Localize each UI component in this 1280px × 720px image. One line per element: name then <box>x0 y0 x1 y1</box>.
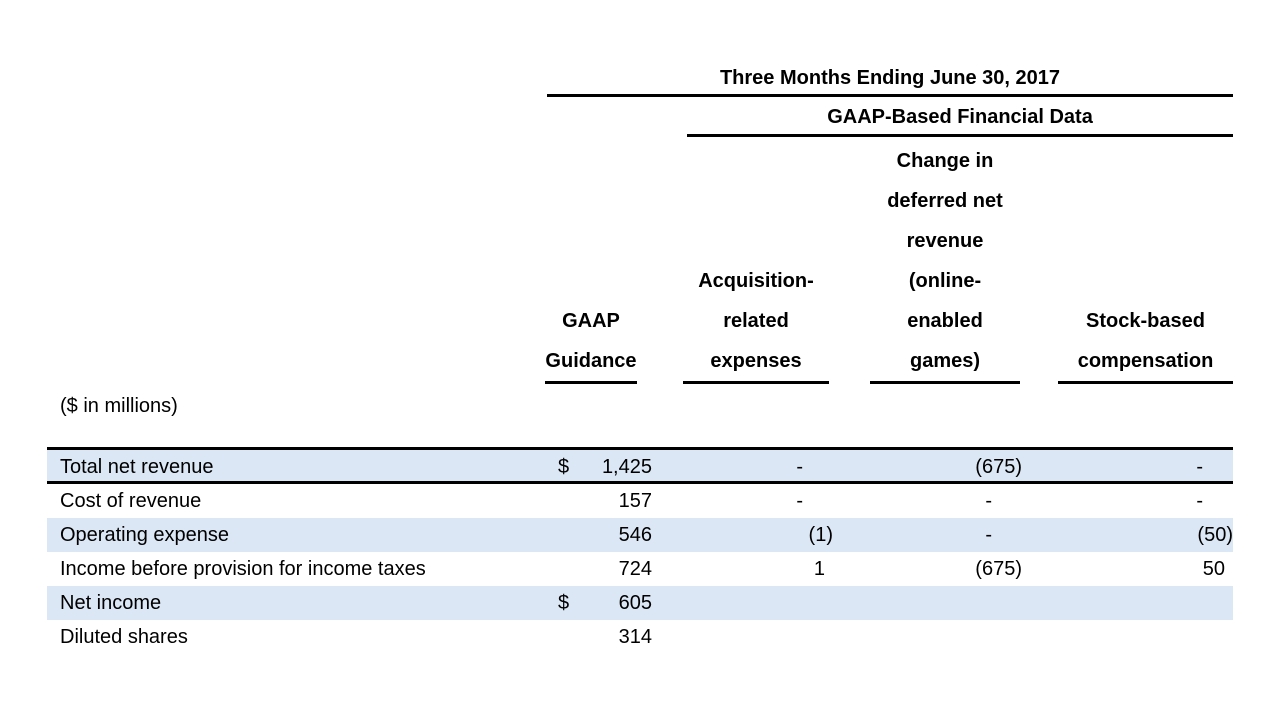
acquisition-expenses-value: 1 <box>813 558 825 580</box>
gaap-guidance-value: 314 <box>618 626 652 648</box>
stock-comp-value: 50 <box>1202 558 1225 580</box>
header-line: related <box>723 310 789 332</box>
acquisition-expenses-value: - <box>796 490 803 512</box>
header-line: deferred net <box>887 190 1003 212</box>
deferred-revenue-value: (675) <box>975 456 1022 478</box>
gaap-guidance-value: 1,425 <box>601 456 652 478</box>
column-header-gaap-guidance: GAAP Guidance <box>545 301 637 384</box>
row-label: Diluted shares <box>60 626 188 648</box>
row-label: Net income <box>60 592 162 614</box>
gaap-guidance-value: 724 <box>618 558 652 580</box>
group-title: GAAP-Based Financial Data <box>687 101 1233 137</box>
header-line: games) <box>909 350 981 372</box>
row-label: Total net revenue <box>60 456 214 478</box>
table-row-operating-expense: Operating expense 546 (1) - (50) <box>47 518 1233 552</box>
stock-comp-value: (50) <box>1197 524 1233 546</box>
row-label: Cost of revenue <box>60 490 202 512</box>
header-line: revenue <box>906 230 984 252</box>
financial-table: Total net revenue $ 1,425 - (675) - Cost… <box>47 447 1233 654</box>
acquisition-expenses-value: - <box>796 456 803 478</box>
header-line: compensation <box>1077 350 1214 372</box>
row-label: Operating expense <box>60 524 230 546</box>
row-label: Income before provision for income taxes <box>60 558 426 580</box>
gaap-guidance-value: 157 <box>618 490 652 512</box>
header-line: Acquisition- <box>698 270 814 292</box>
deferred-revenue-value: - <box>985 490 992 512</box>
gaap-guidance-value: 605 <box>618 592 652 614</box>
table-row-cost-of-revenue: Cost of revenue 157 - - - <box>47 484 1233 518</box>
period-title: Three Months Ending June 30, 2017 <box>547 62 1233 97</box>
acquisition-expenses-value: (1) <box>808 524 833 546</box>
deferred-revenue-value: (675) <box>975 558 1022 580</box>
currency-symbol: $ <box>558 456 570 478</box>
header-line: expenses <box>710 350 802 372</box>
deferred-revenue-value: - <box>985 524 992 546</box>
header-line: Guidance <box>545 350 637 372</box>
header-line: Stock-based <box>1086 310 1205 332</box>
header-line: enabled <box>907 310 983 332</box>
table-row-diluted-shares: Diluted shares 314 <box>47 620 1233 654</box>
column-header-acquisition-expenses: Acquisition- related expenses <box>683 261 829 384</box>
currency-symbol: $ <box>558 592 570 614</box>
table-body: Total net revenue $ 1,425 - (675) - Cost… <box>47 450 1233 654</box>
table-row-net-income: Net income $ 605 <box>47 586 1233 620</box>
column-header-deferred-net-revenue: Change in deferred net revenue (online- … <box>870 141 1020 384</box>
header-line: Change in <box>896 150 994 172</box>
stock-comp-value: - <box>1196 456 1203 478</box>
gaap-guidance-value: 546 <box>618 524 652 546</box>
header-line: (online- <box>908 270 982 292</box>
header-line: GAAP <box>562 310 620 332</box>
table-row-income-before-taxes: Income before provision for income taxes… <box>47 552 1233 586</box>
stock-comp-value: - <box>1196 490 1203 512</box>
table-row-total-net-revenue: Total net revenue $ 1,425 - (675) - <box>47 450 1233 484</box>
units-note: ($ in millions) <box>60 395 178 417</box>
column-header-stock-based-compensation: Stock-based compensation <box>1058 301 1233 384</box>
